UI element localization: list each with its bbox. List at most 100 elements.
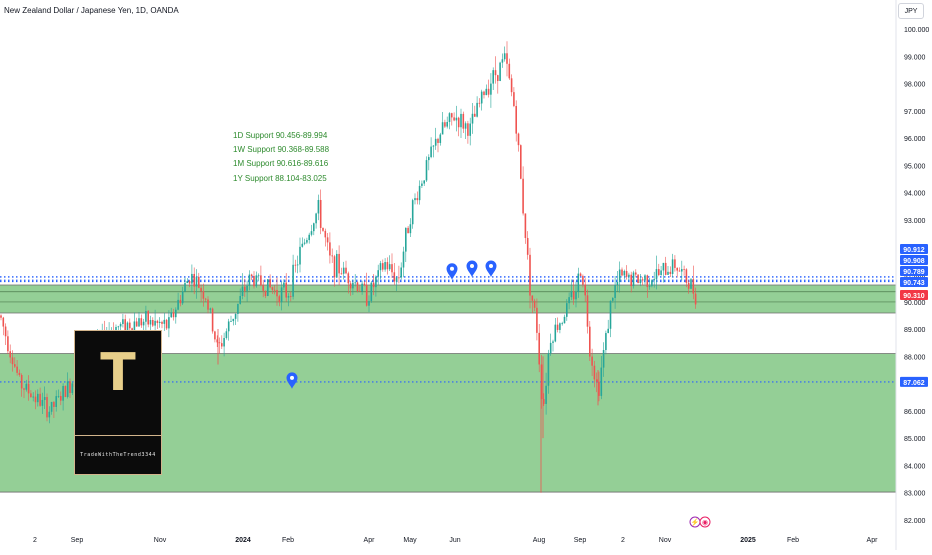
x-tick-label: 2024	[235, 537, 251, 544]
candle-body	[223, 338, 225, 347]
candle-body	[513, 92, 515, 106]
candle-body	[250, 274, 253, 277]
candle-body	[248, 274, 251, 286]
candle-body	[609, 300, 612, 329]
candle-body	[202, 291, 205, 299]
candle-body	[409, 224, 412, 234]
level-price-tag-bg	[900, 277, 928, 287]
candle-body	[241, 286, 244, 296]
candle-body	[614, 284, 616, 298]
x-tick-label: 2	[621, 537, 625, 544]
candle-body	[333, 256, 336, 278]
candle-body	[41, 399, 44, 406]
candle-body	[53, 401, 55, 407]
candle-body	[549, 342, 552, 354]
candle-body	[352, 282, 354, 289]
location-pin-icon[interactable]	[446, 263, 458, 280]
candle-body	[262, 285, 264, 291]
y-tick-label: 89.000	[904, 327, 926, 334]
candle-body	[694, 293, 697, 305]
candle-body	[529, 254, 531, 296]
candle-body	[204, 298, 207, 300]
x-tick-label: May	[403, 537, 417, 544]
candle-body	[32, 396, 34, 398]
candle-body	[147, 311, 149, 325]
x-tick-label: Sep	[574, 537, 587, 544]
location-pin-icon[interactable]	[485, 260, 497, 278]
level-price-tag: 90.912	[903, 247, 925, 254]
candle-body	[497, 75, 499, 82]
candle-body	[255, 275, 258, 287]
x-tick-label: Apr	[867, 537, 879, 544]
last-price-tag-bg	[900, 290, 928, 300]
candle-body	[50, 401, 53, 412]
candle-body	[64, 385, 67, 397]
candle-body	[644, 275, 646, 281]
candle-body	[363, 283, 366, 285]
candle-body	[641, 279, 644, 281]
y-tick-label: 88.000	[904, 354, 926, 361]
candle-body	[531, 295, 534, 301]
candle-body	[131, 328, 133, 331]
candle-body	[639, 279, 642, 284]
candle-body	[616, 281, 619, 285]
candle-body	[681, 269, 683, 272]
candle-body	[400, 267, 402, 278]
candle-body	[476, 102, 478, 117]
candle-body	[561, 323, 563, 325]
candle-body	[156, 320, 159, 323]
candle-body	[221, 343, 223, 347]
x-tick-label: Feb	[787, 537, 799, 544]
y-tick-label: 90.000	[904, 300, 926, 307]
candle-body	[591, 356, 593, 366]
chart-title: New Zealand Dollar / Japanese Yen, 1D, O…	[4, 6, 179, 15]
candle-body	[227, 321, 230, 332]
candle-body	[395, 277, 398, 282]
x-tick-label: Aug	[533, 537, 546, 544]
candle-body	[690, 279, 692, 289]
candle-body	[377, 270, 379, 277]
level-price-tag: 87.062	[903, 380, 925, 387]
candle-body	[524, 213, 527, 238]
location-pin-icon[interactable]	[466, 260, 478, 278]
candle-body	[391, 264, 393, 273]
candle-body	[246, 285, 248, 291]
candle-body	[582, 275, 584, 285]
candle-body	[46, 397, 48, 418]
candle-body	[257, 275, 260, 277]
candle-body	[522, 178, 524, 214]
candle-body	[595, 379, 598, 382]
event-dot-icon: ◉	[702, 520, 708, 527]
candle-body	[674, 259, 676, 268]
currency-button[interactable]: JPY	[898, 3, 924, 19]
candle-body	[285, 282, 287, 298]
candle-body	[18, 372, 21, 376]
candle-body	[411, 200, 414, 225]
candle-body	[471, 113, 474, 124]
candle-body	[122, 319, 124, 325]
candle-body	[16, 366, 18, 373]
candle-body	[416, 198, 419, 201]
candle-body	[685, 269, 688, 283]
y-tick-label: 95.000	[904, 163, 926, 170]
y-tick-label: 100.000	[904, 27, 929, 34]
candle-body	[602, 350, 605, 368]
candle-body	[177, 299, 179, 310]
candle-body	[338, 253, 340, 274]
candle-body	[418, 185, 421, 201]
candle-body	[237, 303, 239, 314]
candle-body	[324, 230, 327, 238]
candle-body	[669, 271, 672, 274]
candle-body	[349, 283, 352, 289]
event-icon-ring-1[interactable]	[699, 516, 711, 528]
candle-body	[191, 273, 193, 284]
candle-body	[244, 286, 246, 291]
y-tick-label: 94.000	[904, 191, 926, 198]
location-pin-shape	[485, 260, 497, 278]
location-pin-icon[interactable]	[286, 372, 298, 389]
candle-body	[273, 289, 276, 291]
candle-body	[467, 123, 469, 136]
candle-body	[439, 134, 442, 143]
candle-body	[135, 321, 138, 327]
candle-body	[572, 291, 575, 300]
